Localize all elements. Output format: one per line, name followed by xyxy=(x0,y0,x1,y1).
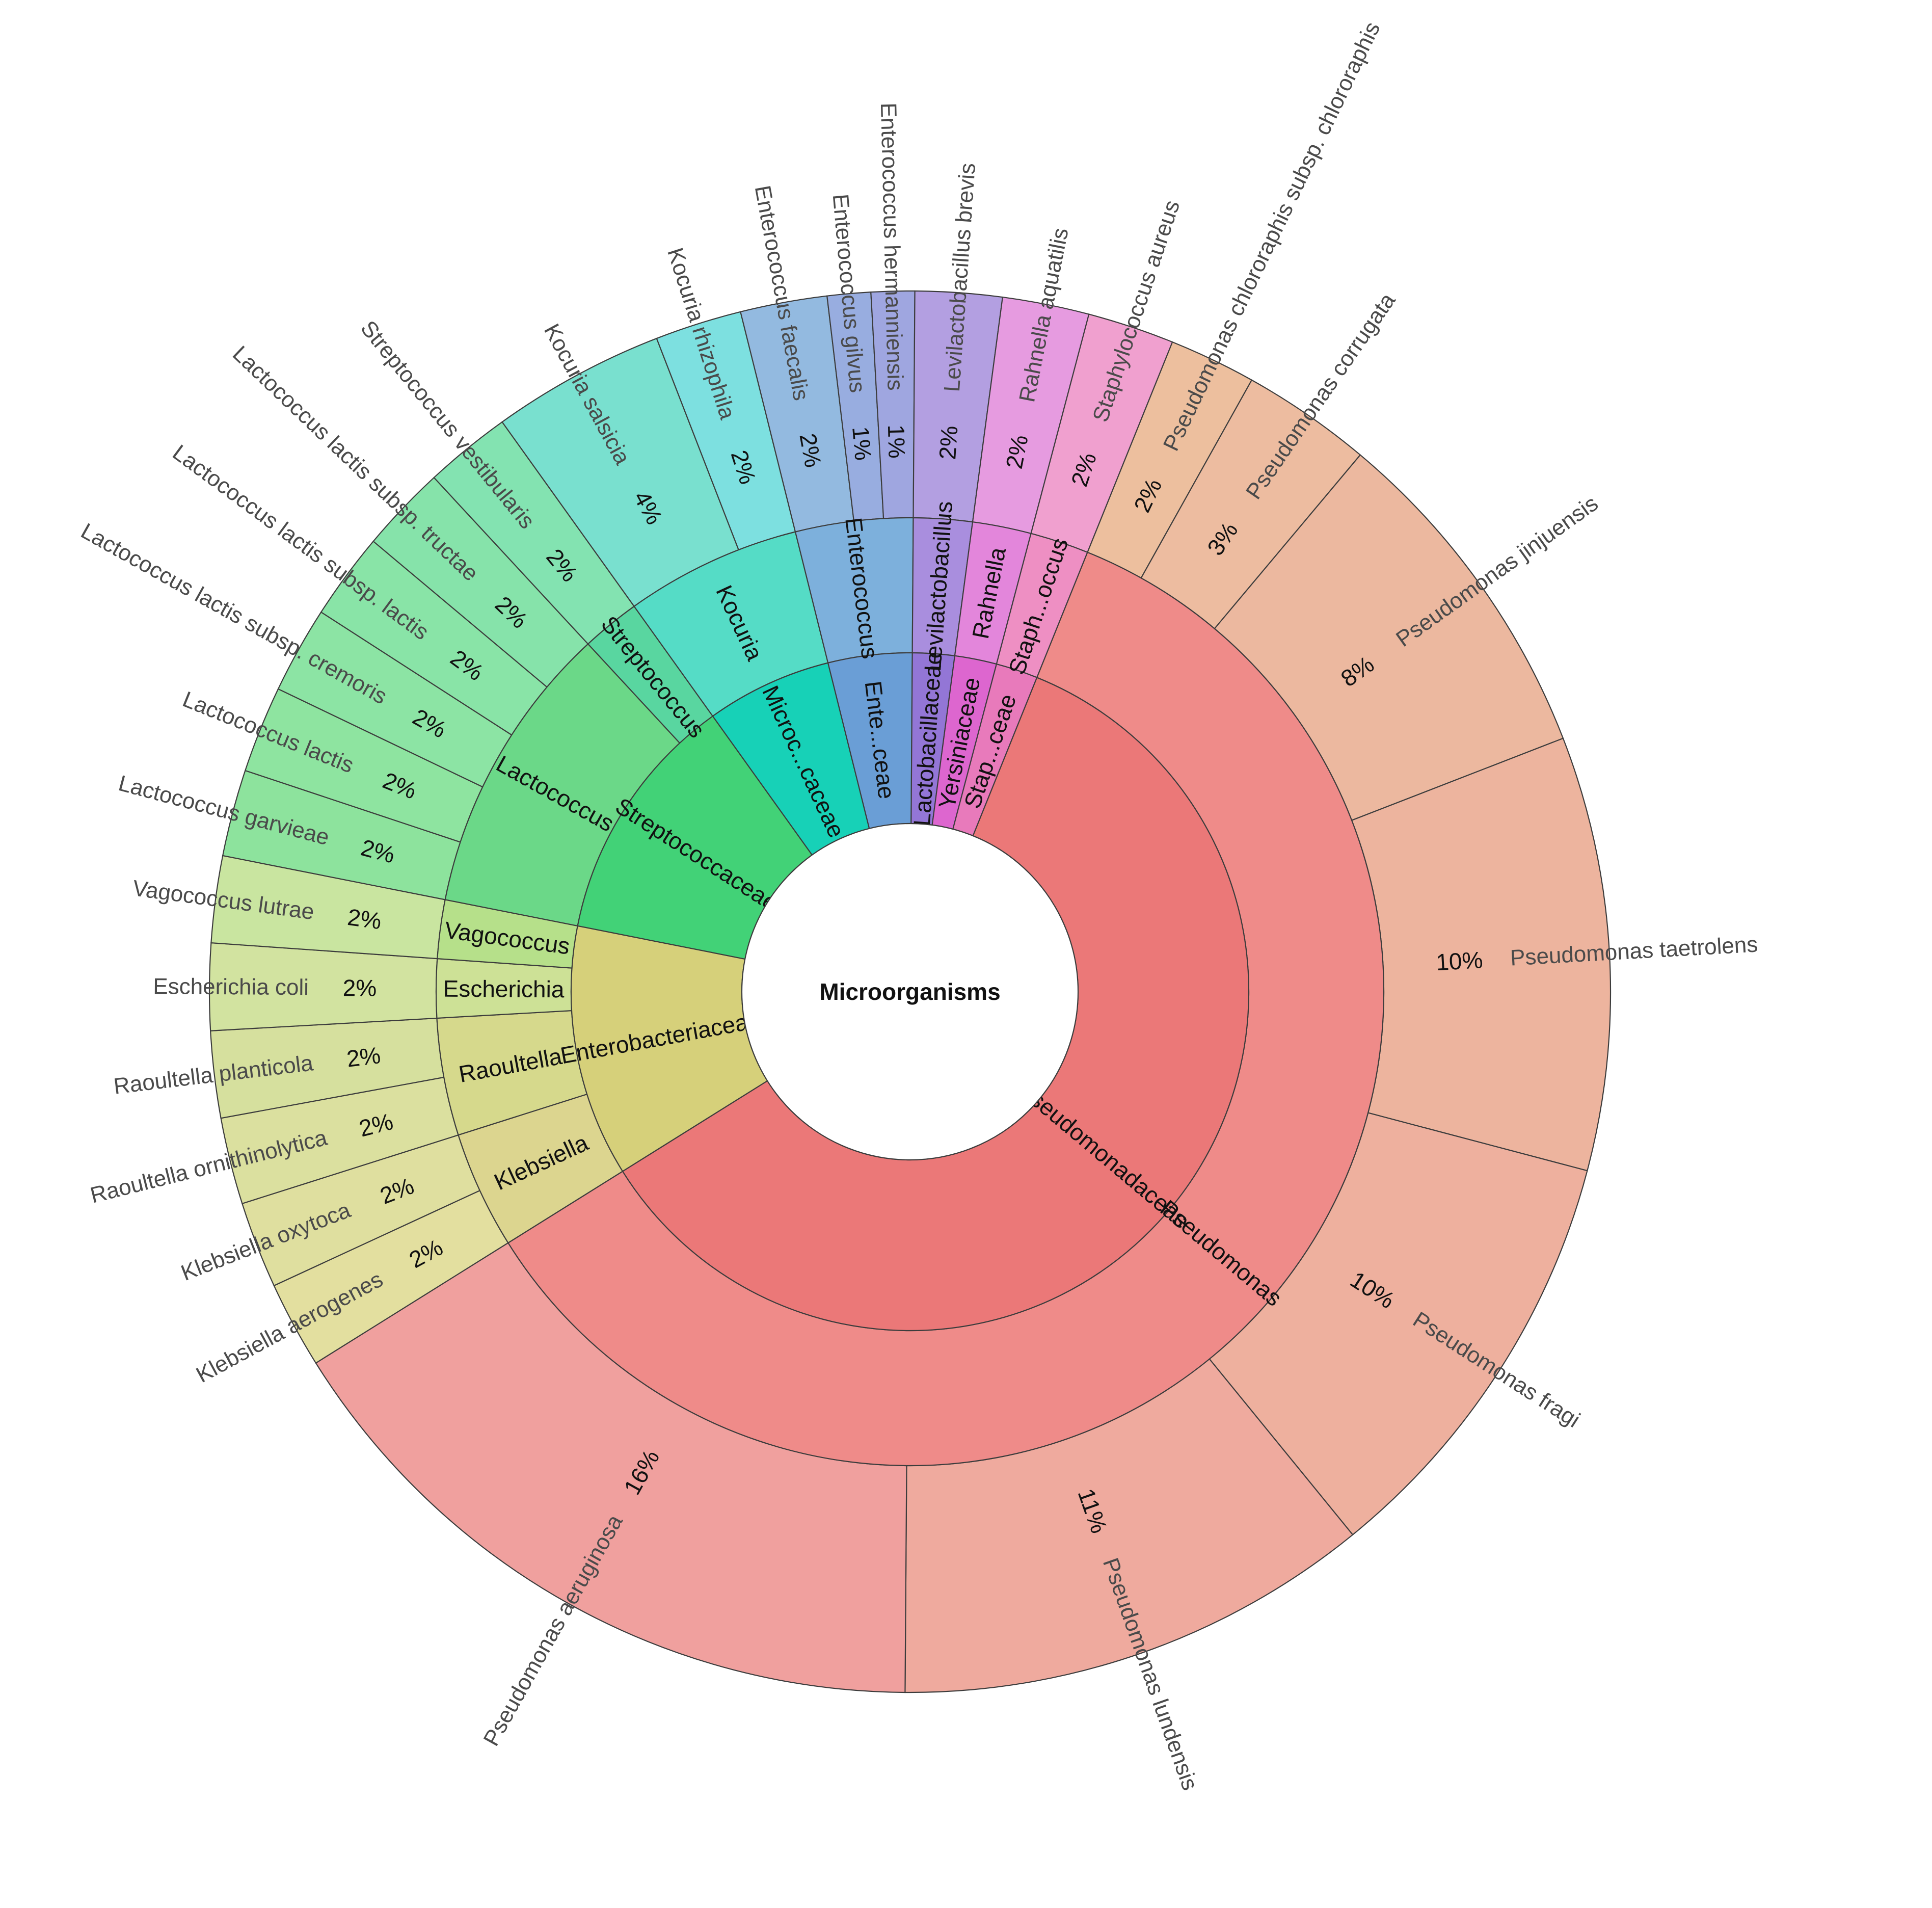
species-percent-label: 2% xyxy=(1001,433,1033,471)
sunburst-slices xyxy=(208,290,1612,1693)
species-percent-label: 10% xyxy=(1435,946,1484,975)
species-label-lactococcus-lactis-subsp-tructae: Lactococcus lactis subsp. tructae xyxy=(228,341,483,586)
species-percent-label: 2% xyxy=(343,974,377,1001)
center-label: Microorganisms xyxy=(819,978,1000,1005)
species-percent-label: 2% xyxy=(794,431,826,469)
center-hole xyxy=(741,823,1079,1161)
species-percent-label: 2% xyxy=(345,1042,382,1072)
genus-label-escherichia: Escherichia xyxy=(443,975,565,1003)
species-label-escherichia-coli: Escherichia coli xyxy=(153,974,309,1000)
species-percent-label: 2% xyxy=(346,904,383,934)
species-percent-label: 2% xyxy=(934,425,963,461)
species-label-pseudomonas-chlororaphis-subsp-chlororaphis: Pseudomonas chlororaphis subsp. chlorora… xyxy=(1159,18,1385,455)
species-percent-label: 1% xyxy=(883,424,910,459)
species-percent-label: 1% xyxy=(847,426,877,462)
